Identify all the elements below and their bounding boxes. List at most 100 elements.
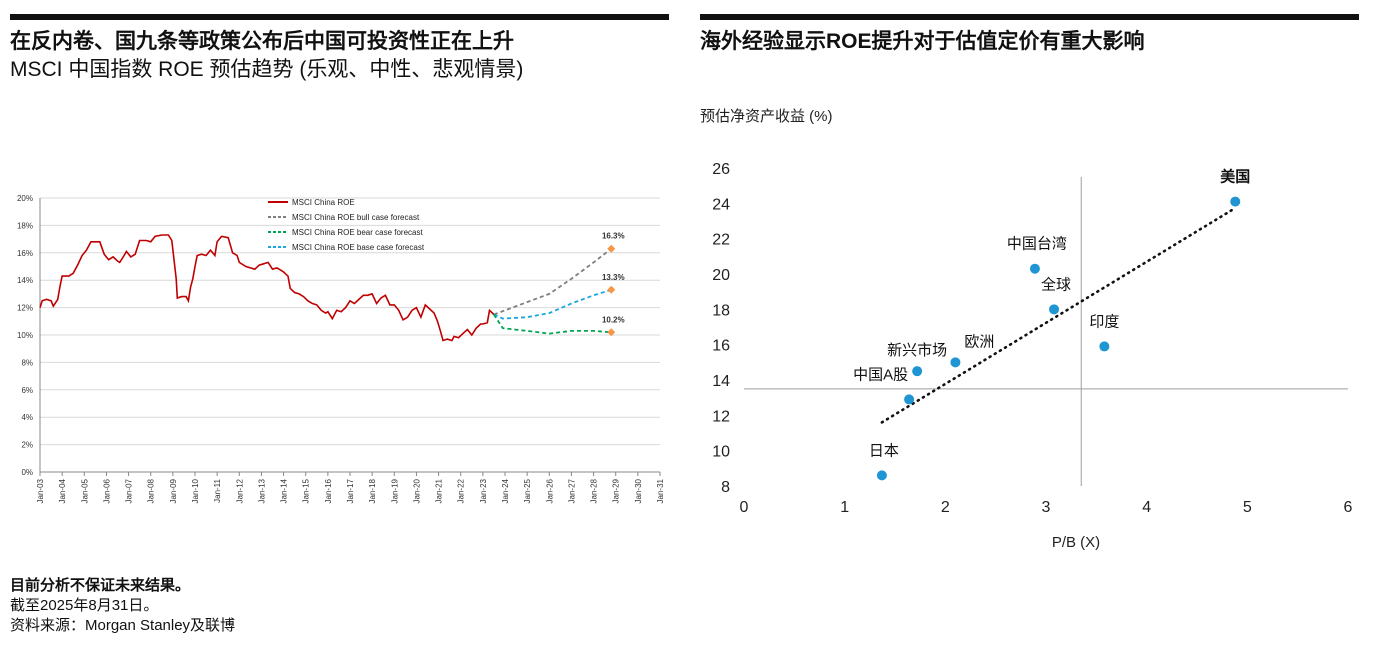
y-tick-label: 24	[712, 196, 730, 213]
y-tick-label: 12%	[17, 304, 33, 313]
footer-as-of: 截至2025年8月31日。	[10, 597, 159, 614]
series-line-3	[493, 314, 612, 335]
x-tick-label: 3	[1042, 499, 1051, 516]
legend-label: MSCI China ROE	[292, 198, 355, 207]
y-tick-label: 8%	[21, 358, 33, 367]
x-tick-label: Jan-18	[368, 478, 377, 503]
x-tick-label: Jan-24	[501, 478, 510, 503]
y-tick-label: 2%	[21, 441, 33, 450]
x-tick-label: Jan-10	[191, 478, 200, 503]
left-title-line2: MSCI 中国指数 ROE 预估趋势 (乐观、中性、悲观情景)	[10, 58, 524, 81]
roe-forecast-line-chart: 0% 2% 4% 6% 8% 10% 12% 14% 16% 18% 20% Jan-03 Jan-04…	[17, 194, 665, 503]
x-tick-label: 5	[1243, 499, 1252, 516]
y-tick-label: 16	[712, 338, 730, 355]
x-tick-label: Jan-17	[346, 478, 355, 503]
x-tick-label: 6	[1344, 499, 1353, 516]
y-tick-label: 12	[712, 408, 730, 425]
x-tick-label: Jan-31	[656, 478, 665, 503]
x-tick-label: Jan-22	[457, 478, 466, 503]
forecast-end-label: 13.3%	[602, 273, 625, 282]
point-label: 中国台湾	[1007, 236, 1067, 253]
x-tick-label: Jan-30	[634, 478, 643, 503]
x-tick-label: 1	[840, 499, 849, 516]
x-tick-label: Jan-28	[590, 478, 599, 503]
x-tick-label: Jan-15	[302, 478, 311, 503]
point-label: 日本	[869, 442, 899, 459]
scatter-point	[1099, 341, 1110, 352]
x-tick-label: Jan-27	[567, 478, 576, 503]
y-tick-label: 4%	[21, 413, 33, 422]
y-tick-label: 6%	[21, 386, 33, 395]
x-tick-label: Jan-04	[58, 478, 67, 503]
y-tick-label: 0%	[21, 468, 33, 477]
scatter-point	[904, 394, 915, 405]
point-label: 美国	[1220, 168, 1250, 186]
forecast-end-marker	[607, 285, 616, 294]
scatter-point	[1230, 196, 1241, 207]
x-tick-label: Jan-07	[125, 478, 134, 503]
forecast-end-label: 10.2%	[602, 315, 625, 324]
x-tick-label: 4	[1142, 499, 1151, 516]
x-tick-label: 0	[740, 499, 749, 516]
point-label: 印度	[1089, 313, 1119, 330]
scatter-point	[1029, 263, 1040, 274]
left-panel-title: 在反内卷、国九条等政策公布后中国可投资性正在上升 MSCI 中国指数 ROE 预…	[10, 28, 669, 84]
y-tick-label: 22	[712, 232, 730, 249]
y-tick-label: 16%	[17, 249, 33, 258]
point-label: 欧洲	[964, 333, 994, 350]
right-title-text: 海外经验显示ROE提升对于估值定价有重大影响	[700, 30, 1145, 53]
y-tick-label: 14%	[17, 276, 33, 285]
series-line-1	[493, 247, 612, 316]
x-tick-label: Jan-13	[257, 478, 266, 503]
y-axis-title: 预估净资产收益 (%)	[700, 108, 833, 125]
x-tick-label: Jan-26	[545, 478, 554, 503]
x-tick-label: Jan-23	[479, 478, 488, 503]
x-tick-label: Jan-16	[324, 478, 333, 503]
series-line-2	[493, 288, 612, 320]
y-tick-label: 26	[712, 161, 730, 178]
x-tick-label: 2	[941, 499, 950, 516]
y-tick-label: 18%	[17, 221, 33, 230]
point-label: 中国A股	[853, 366, 908, 383]
x-tick-label: Jan-03	[36, 478, 45, 503]
x-tick-label: Jan-06	[102, 478, 111, 503]
left-top-rule	[10, 14, 669, 20]
forecast-end-marker	[607, 244, 616, 253]
y-tick-label: 8	[721, 479, 730, 496]
footer-notes: 目前分析不保证未来结果。 截至2025年8月31日。 资料来源：Morgan S…	[10, 576, 235, 636]
left-title-line1: 在反内卷、国九条等政策公布后中国可投资性正在上升	[10, 30, 514, 53]
legend-label: MSCI China ROE bull case forecast	[292, 213, 420, 222]
y-tick-label: 10%	[17, 331, 33, 340]
y-tick-label: 20	[712, 267, 730, 284]
point-label: 全球	[1041, 275, 1071, 293]
footer-disclaimer: 目前分析不保证未来结果。	[10, 577, 191, 594]
x-tick-label: Jan-25	[523, 478, 532, 503]
x-tick-label: Jan-14	[280, 478, 289, 503]
scatter-point	[876, 470, 887, 481]
x-tick-label: Jan-09	[169, 478, 178, 503]
forecast-end-marker	[607, 328, 616, 337]
forecast-end-label: 16.3%	[602, 232, 625, 241]
right-panel-title: 海外经验显示ROE提升对于估值定价有重大影响	[700, 28, 1359, 56]
x-axis-title: P/B (X)	[1052, 534, 1100, 551]
series-line-0	[39, 234, 495, 342]
x-tick-label: Jan-08	[147, 478, 156, 503]
scatter-point	[1049, 304, 1060, 315]
scatter-point	[950, 357, 961, 368]
right-top-rule	[700, 14, 1359, 20]
legend-label: MSCI China ROE bear case forecast	[292, 228, 423, 237]
x-tick-label: Jan-29	[612, 478, 621, 503]
x-tick-label: Jan-11	[213, 478, 222, 502]
x-tick-label: Jan-12	[235, 478, 244, 503]
point-label: 新兴市场	[887, 342, 947, 359]
y-tick-label: 10	[712, 444, 730, 461]
x-tick-label: Jan-21	[435, 478, 444, 503]
trendline	[880, 207, 1236, 424]
legend-label: MSCI China ROE base case forecast	[292, 243, 425, 252]
y-tick-label: 14	[712, 373, 730, 390]
x-tick-label: Jan-20	[412, 478, 421, 503]
footer-source: 资料来源：Morgan Stanley及联博	[10, 617, 236, 634]
x-tick-label: Jan-19	[390, 478, 399, 503]
x-tick-label: Jan-05	[80, 478, 89, 503]
